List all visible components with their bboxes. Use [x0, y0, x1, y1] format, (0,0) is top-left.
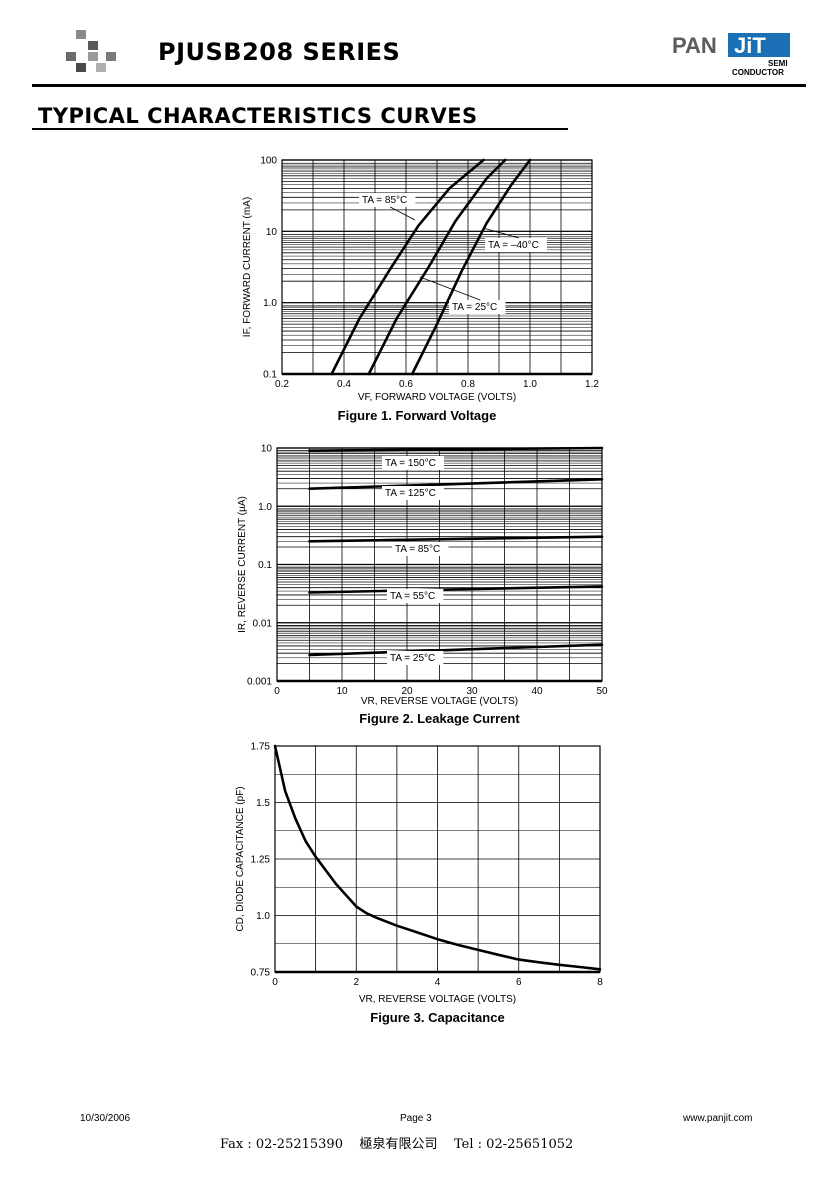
series-line-3: [410, 158, 532, 376]
x-tick-label: 0.4: [337, 379, 351, 390]
x-tick-label: 4: [435, 977, 441, 988]
x-tick-label: 0: [274, 686, 280, 697]
series-line-1: [273, 744, 602, 971]
x-tick-label: 1.2: [585, 379, 599, 390]
figure-caption: Figure 1. Forward Voltage: [338, 408, 497, 423]
footer-contact: Fax : 02-25215390 極泉有限公司 Tel : 02-256510…: [220, 1137, 574, 1152]
annotation-leader: [482, 227, 520, 239]
series-line-3: [308, 535, 604, 543]
x-tick-label: 20: [401, 686, 413, 697]
y-tick-label: 0.1: [263, 370, 277, 381]
x-tick-label: 0.6: [399, 379, 413, 390]
y-tick-label: 1.75: [251, 742, 271, 753]
y-tick-label: 1.0: [256, 911, 270, 922]
brand-pan-text: PAN: [672, 33, 717, 58]
annotation-leader: [390, 206, 416, 221]
annotation-label: TA = 55°C: [390, 591, 435, 602]
x-tick-label: 8: [597, 977, 603, 988]
x-tick-label: 6: [516, 977, 522, 988]
y-tick-label: 1.0: [258, 502, 272, 513]
figure-1-forward-voltage-chart: 0.2 0.4 0.6 0.8 1.0 1.2 0.1 1.0 10 100 VF, FORWAR…: [242, 156, 599, 424]
x-axis-label: VF, FORWARD VOLTAGE (VOLTS): [358, 392, 516, 403]
annotation-label: TA = 85°C: [362, 195, 407, 206]
series-line-2: [367, 158, 507, 376]
y-tick-label: 10: [261, 444, 273, 455]
annotation-box: [359, 193, 416, 207]
annotation-label: TA = –40°C: [488, 240, 539, 251]
x-tick-label: 30: [466, 686, 478, 697]
annotation-box: [382, 456, 444, 470]
annotation-label: TA = 25°C: [452, 302, 497, 313]
x-tick-label: 0: [272, 977, 278, 988]
annotation-box: [387, 651, 444, 665]
x-tick-label: 2: [353, 977, 359, 988]
annotation-label: TA = 150°C: [385, 458, 436, 469]
x-tick-label: 1.0: [523, 379, 537, 390]
figure-caption: Figure 2. Leakage Current: [359, 711, 520, 726]
figure-caption: Figure 3. Capacitance: [370, 1010, 504, 1025]
y-tick-label: 1.25: [251, 855, 271, 866]
series-line-1: [308, 446, 604, 452]
figure-3-capacitance-chart: 0 2 4 6 8 0.75 1.0 1.25 1.5 1.75 VR, REVERSE VOLT…: [235, 742, 603, 1026]
annotation-label: TA = 85°C: [395, 544, 440, 555]
brand-jit-text: JiT: [734, 33, 766, 58]
annotation-box: [485, 238, 547, 252]
y-tick-label: 0.1: [258, 560, 272, 571]
y-tick-label: 1.5: [256, 798, 270, 809]
y-axis-label: IF, FORWARD CURRENT (mA): [242, 197, 253, 337]
y-tick-label: 0.01: [253, 618, 273, 629]
section-underline: [32, 128, 568, 130]
x-tick-label: 40: [531, 686, 543, 697]
series-line-4: [308, 585, 604, 594]
company-logo-squares: [66, 30, 116, 72]
annotation-box: [387, 589, 444, 603]
footer-website: www.panjit.com: [683, 1113, 753, 1124]
footer-date: 10/30/2006: [80, 1113, 131, 1124]
y-tick-label: 1.0: [263, 298, 277, 309]
brand-semi-text: SEMI: [768, 59, 788, 68]
x-tick-label: 0.2: [275, 379, 289, 390]
y-tick-label: 0.001: [247, 677, 272, 688]
y-axis-label: CD, DIODE CAPACITANCE (pF): [235, 786, 246, 931]
annotation-label: TA = 125°C: [385, 488, 436, 499]
footer-page-number: Page 3: [400, 1113, 432, 1124]
x-axis-label: VR, REVERSE VOLTAGE (VOLTS): [361, 696, 518, 707]
y-tick-label: 100: [260, 156, 277, 167]
y-tick-label: 0.75: [251, 968, 271, 979]
y-axis-label: IR, REVERSE CURRENT (µA): [237, 496, 248, 633]
series-title: PJUSB208 SERIES: [158, 38, 401, 66]
annotation-box: [449, 300, 506, 314]
brand-conductor-text: CONDUCTOR: [732, 68, 784, 77]
annotation-box: [392, 542, 449, 556]
panjit-logo: PAN JiT SEMI CONDUCTOR: [672, 33, 790, 77]
annotation-leader: [419, 276, 481, 301]
y-tick-label: 10: [266, 227, 278, 238]
series-line-1: [330, 158, 485, 376]
x-tick-label: 50: [596, 686, 608, 697]
x-tick-label: 0.8: [461, 379, 475, 390]
section-title: TYPICAL CHARACTERISTICS CURVES: [38, 104, 478, 128]
x-axis-label: VR, REVERSE VOLTAGE (VOLTS): [359, 994, 516, 1005]
figure-2-leakage-current-chart: 0 10 20 30 40 50 0.001 0.01 0.1 1.0 10 VR, REVERSE…: [237, 444, 608, 727]
series-line-2: [308, 478, 604, 490]
header-rule: [32, 84, 806, 87]
brand-jit-box: [728, 33, 790, 57]
annotation-box: [382, 486, 444, 500]
annotation-label: TA = 25°C: [390, 653, 435, 664]
series-line-5: [308, 643, 604, 657]
x-tick-label: 10: [336, 686, 348, 697]
